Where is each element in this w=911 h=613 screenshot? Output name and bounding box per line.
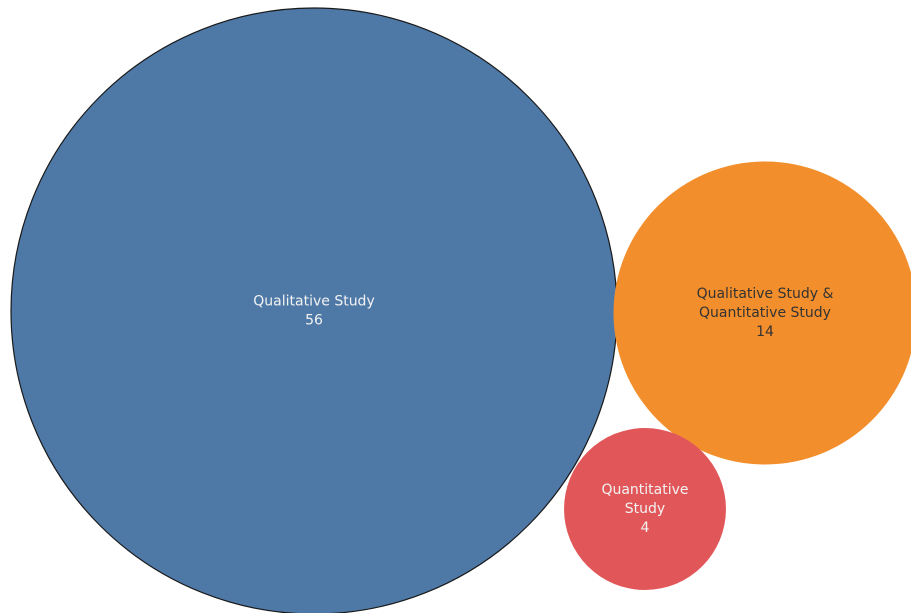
bubble-value-qualitative-study: 56 [305,313,323,329]
bubble-qualitative-study-quantitative-study[interactable]: Qualitative Study & Quantitative Study 14 [613,161,911,465]
bubble-label-quantitative-study: Quantitative [601,482,688,498]
bubble-circle-qualitative-study[interactable] [10,7,618,613]
bubble-label-qualitative-study-quantitative-study: Quantitative Study [699,305,831,321]
bubble-label-qualitative-study: Qualitative Study [253,294,374,310]
bubble-value-quantitative-study: 4 [641,520,650,536]
bubble-quantitative-study[interactable]: Quantitative Study 4 [564,428,726,590]
bubble-value-qualitative-study-quantitative-study: 14 [756,324,774,340]
bubble-label-qualitative-study-quantitative-study: Qualitative Study & [697,286,834,302]
bubble-label-quantitative-study: Study [625,501,665,517]
bubble-circle-qualitative-study-quantitative-study[interactable] [613,161,911,465]
bubble-qualitative-study[interactable]: Qualitative Study 56 [10,7,618,613]
bubble-circle-quantitative-study[interactable] [564,428,726,590]
